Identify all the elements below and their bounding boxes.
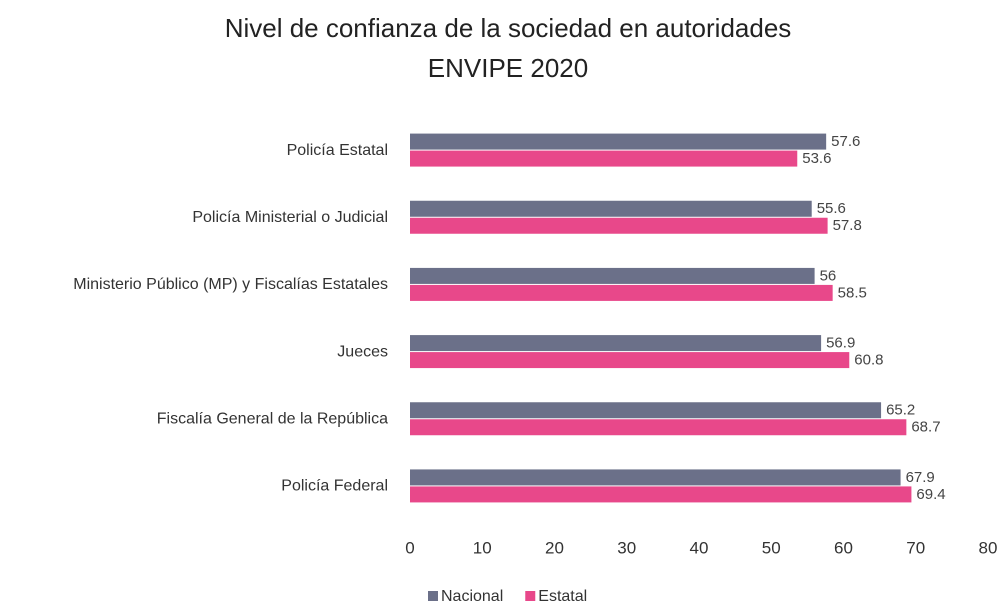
legend-label: Nacional xyxy=(441,588,503,605)
bar xyxy=(410,284,833,301)
data-label: 65.2 xyxy=(886,402,915,419)
bar xyxy=(410,150,798,167)
bar xyxy=(410,200,812,217)
bar xyxy=(410,217,828,234)
legend-swatch xyxy=(525,591,536,601)
y-tick-label: Fiscalía General de la República xyxy=(157,410,388,427)
bar xyxy=(410,133,827,150)
bar xyxy=(410,352,850,369)
legend-label: Estatal xyxy=(538,588,587,605)
chart-title: Nivel de confianza de la sociedad en aut… xyxy=(225,13,792,43)
x-tick-label: 40 xyxy=(690,538,709,557)
y-tick-label: Ministerio Público (MP) y Fiscalías Esta… xyxy=(73,276,388,293)
data-label: 53.6 xyxy=(802,150,831,167)
bar xyxy=(410,267,815,284)
bar xyxy=(410,402,882,419)
x-tick-label: 0 xyxy=(405,538,414,557)
x-tick-label: 50 xyxy=(762,538,781,557)
data-label: 58.5 xyxy=(838,284,867,301)
data-label: 56 xyxy=(820,267,837,284)
x-tick-label: 30 xyxy=(617,538,636,557)
bar xyxy=(410,469,901,486)
data-label: 55.6 xyxy=(817,200,846,217)
x-tick-label: 80 xyxy=(979,538,998,557)
data-label: 68.7 xyxy=(911,419,940,436)
y-tick-label: Policía Federal xyxy=(281,478,388,495)
bar xyxy=(410,486,912,503)
y-tick-label: Policía Ministerial o Judicial xyxy=(192,209,388,226)
x-tick-label: 20 xyxy=(545,538,564,557)
data-label: 69.4 xyxy=(916,486,945,503)
data-label: 56.9 xyxy=(826,335,855,352)
data-label: 57.6 xyxy=(831,133,860,150)
x-tick-label: 10 xyxy=(473,538,492,557)
legend-swatch xyxy=(428,591,438,601)
chart-subtitle: ENVIPE 2020 xyxy=(428,53,588,83)
data-label: 60.8 xyxy=(854,352,883,369)
y-tick-label: Jueces xyxy=(337,343,388,360)
data-label: 57.8 xyxy=(833,217,862,234)
x-tick-label: 60 xyxy=(834,538,853,557)
x-tick-label: 70 xyxy=(906,538,925,557)
y-tick-label: Policía Estatal xyxy=(287,142,388,159)
bar xyxy=(410,335,822,352)
bar xyxy=(410,419,907,436)
data-label: 67.9 xyxy=(906,469,935,486)
